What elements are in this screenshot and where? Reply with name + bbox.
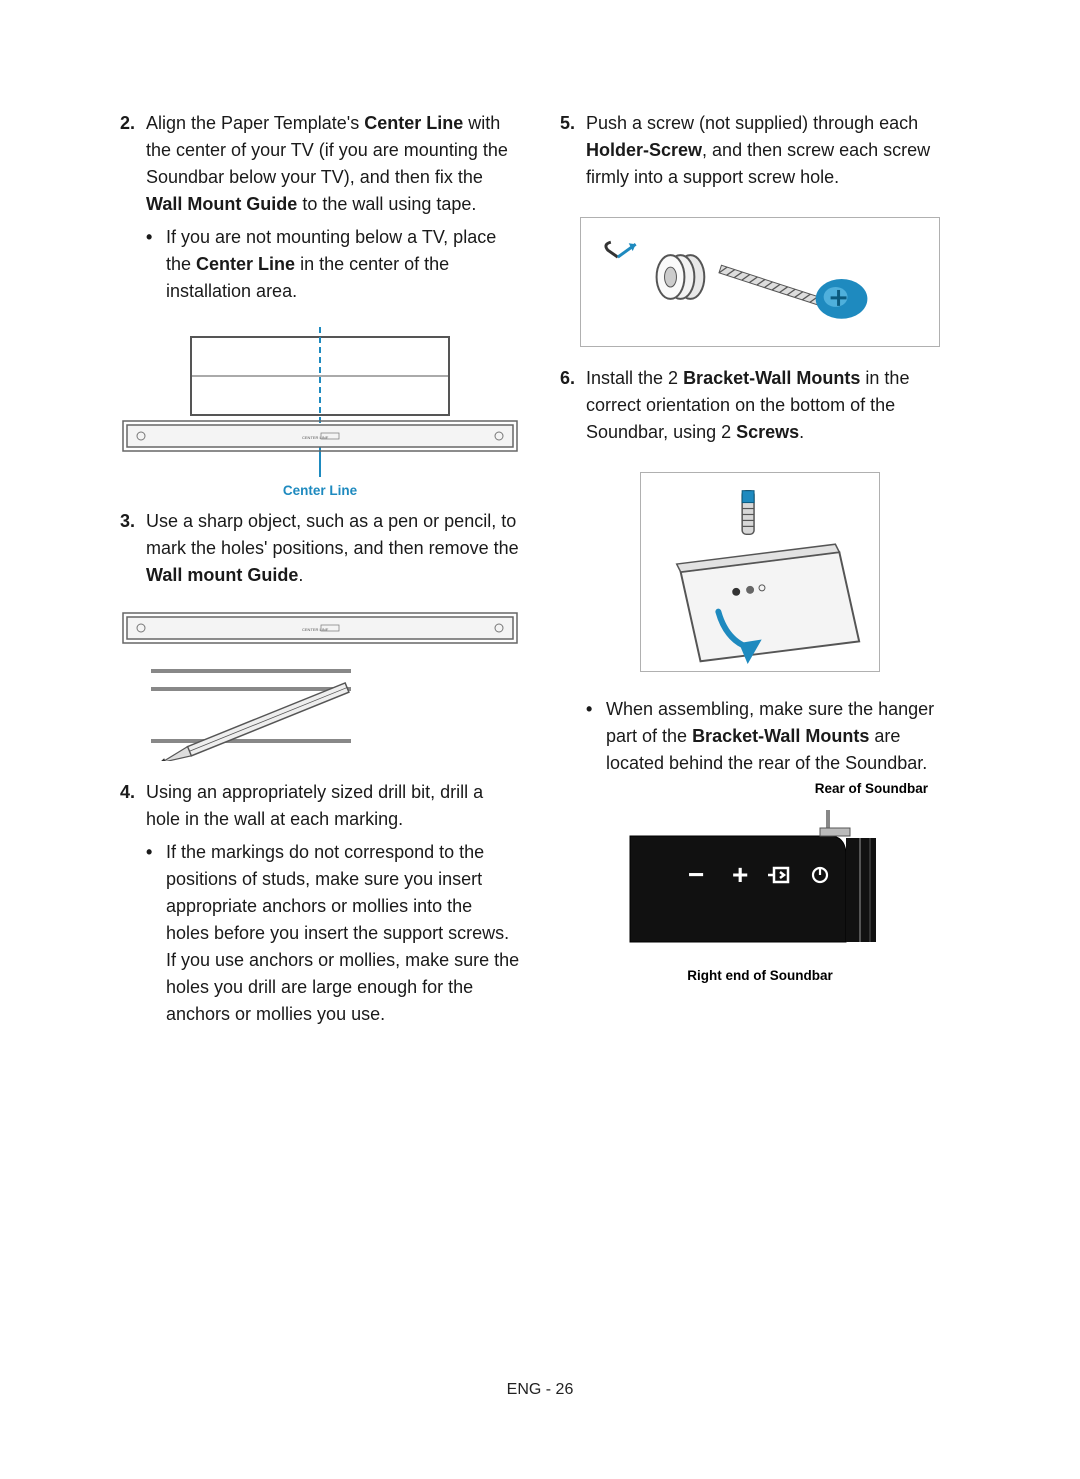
step-2: 2. Align the Paper Template's Center Lin… [120, 110, 520, 305]
step-2-bold-1: Center Line [364, 113, 463, 133]
right-column: 5. Push a screw (not supplied) through e… [560, 110, 960, 1036]
left-column: 2. Align the Paper Template's Center Lin… [120, 110, 520, 1036]
step-5-bold: Holder-Screw [586, 140, 702, 160]
label-rear-of-soundbar: Rear of Soundbar [815, 781, 928, 796]
step-6-number: 6. [560, 365, 586, 446]
step-5: 5. Push a screw (not supplied) through e… [560, 110, 960, 191]
figure-center-line-label: Center Line [121, 483, 519, 498]
step-2-text-a: Align the Paper Template's [146, 113, 364, 133]
step-6: 6. Install the 2 Bracket-Wall Mounts in … [560, 365, 960, 446]
step-5-body: Push a screw (not supplied) through each… [586, 110, 960, 191]
svg-text:+: + [732, 859, 748, 890]
page-footer: ENG - 26 [0, 1381, 1080, 1399]
step-4-sub-text: If the markings do not correspond to the… [166, 839, 520, 1028]
step-4: 4. Using an appropriately sized drill bi… [120, 779, 520, 1028]
step-3-body: Use a sharp object, such as a pen or pen… [146, 508, 520, 589]
step-3-bold: Wall mount Guide [146, 565, 298, 585]
svg-text:−: − [688, 859, 704, 890]
figure-bracket-mount [640, 472, 880, 672]
step-4-body: Using an appropriately sized drill bit, … [146, 779, 520, 1028]
step-4-sub: • If the markings do not correspond to t… [146, 839, 520, 1028]
step-6-sub-bold: Bracket-Wall Mounts [692, 726, 869, 746]
figure-center-line: CENTER LINE Center Line [121, 327, 519, 498]
step-4-number: 4. [120, 779, 146, 1028]
step-6-bold-2: Screws [736, 422, 799, 442]
figure-holder-screw [580, 217, 940, 347]
step-3: 3. Use a sharp object, such as a pen or … [120, 508, 520, 589]
step-2-text-c: to the wall using tape. [297, 194, 476, 214]
step-5-number: 5. [560, 110, 586, 191]
step-2-sub: • If you are not mounting below a TV, pl… [146, 224, 520, 305]
step-4-text: Using an appropriately sized drill bit, … [146, 782, 483, 829]
step-6-bold-1: Bracket-Wall Mounts [683, 368, 860, 388]
step-2-number: 2. [120, 110, 146, 305]
bullet-dot: • [146, 839, 166, 1028]
step-2-body: Align the Paper Template's Center Line w… [146, 110, 520, 305]
label-right-end-of-soundbar: Right end of Soundbar [687, 968, 832, 983]
bullet-dot: • [586, 696, 606, 777]
bullet-dot: • [146, 224, 166, 305]
step-3-number: 3. [120, 508, 146, 589]
step-3-text-b: . [298, 565, 303, 585]
figure-rear-soundbar: Rear of Soundbar − + [560, 781, 960, 983]
step-6-sub: • When assembling, make sure the hanger … [586, 696, 960, 777]
page-content: 2. Align the Paper Template's Center Lin… [0, 0, 1080, 1096]
step-6-text-a: Install the 2 [586, 368, 683, 388]
step-6-sub-body: When assembling, make sure the hanger pa… [606, 696, 960, 777]
step-6-body: Install the 2 Bracket-Wall Mounts in the… [586, 365, 960, 446]
step-6-text-c: . [799, 422, 804, 442]
step-3-text-a: Use a sharp object, such as a pen or pen… [146, 511, 519, 558]
step-2-bold-2: Wall Mount Guide [146, 194, 297, 214]
figure-rear-svg: − + [620, 802, 900, 962]
step-2-sub-body: If you are not mounting below a TV, plac… [166, 224, 520, 305]
step-2-sub-bold: Center Line [196, 254, 295, 274]
figure-mark-holes: CENTER LINE [121, 611, 519, 761]
step-5-text-a: Push a screw (not supplied) through each [586, 113, 918, 133]
